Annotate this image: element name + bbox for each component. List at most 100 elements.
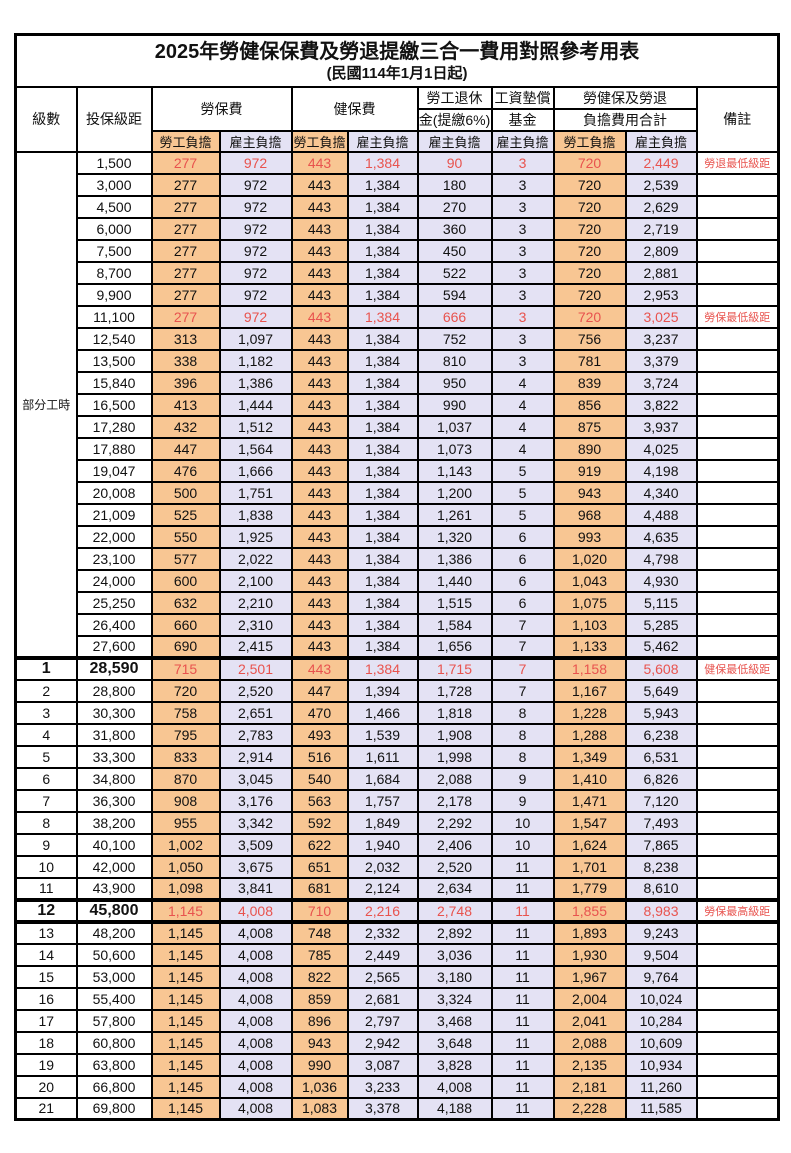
value-cell: 2,539 (624, 172, 698, 197)
value-cell: 1,701 (552, 854, 627, 879)
value-cell: 1,624 (552, 832, 627, 857)
value-cell: 720 (552, 282, 627, 307)
value-cell: 4,008 (218, 942, 293, 967)
value-cell: 1,182 (218, 348, 293, 373)
table-row: 22,000 550 1,925 443 1,384 1,320 6 993 4,635 (16, 524, 780, 549)
bracket-cell: 6,000 (75, 216, 153, 241)
value-cell: 10,284 (624, 1008, 698, 1033)
subheader-pension-employer: 雇主負擔 (416, 129, 493, 153)
value-cell: 11 (490, 986, 555, 1011)
value-cell: 5,285 (624, 612, 698, 637)
value-cell: 1,564 (218, 436, 293, 461)
value-cell: 443 (290, 655, 349, 681)
bracket-cell: 16,500 (75, 392, 153, 417)
value-cell: 1,611 (346, 744, 419, 769)
level-cell: 11 (14, 876, 78, 901)
value-cell: 3 (490, 216, 555, 241)
bracket-cell: 33,300 (75, 744, 153, 769)
value-cell: 432 (150, 414, 221, 439)
value-cell: 1,940 (346, 832, 419, 857)
value-cell: 4 (490, 392, 555, 417)
value-cell: 896 (290, 1008, 349, 1033)
value-cell: 720 (552, 216, 627, 241)
value-cell: 443 (290, 216, 349, 241)
value-cell: 476 (150, 458, 221, 483)
remark-cell (695, 612, 780, 637)
remark-cell (695, 744, 780, 769)
remark-cell (695, 436, 780, 461)
table-row: 11 43,900 1,098 3,841 681 2,124 2,634 11 1,779 8,… (14, 876, 780, 901)
bracket-cell: 42,000 (75, 854, 153, 879)
value-cell: 1,384 (346, 458, 419, 483)
remark-cell (695, 216, 780, 241)
table-row: 6 34,800 870 3,045 540 1,684 2,088 9 1,410 6,826 (14, 766, 780, 791)
table-body: 部分工時 1,500 277 972 443 1,384 90 3 720 2,449 勞退最低級距… (14, 150, 780, 1121)
level-cell: 13 (14, 920, 78, 945)
bracket-cell: 60,800 (75, 1030, 153, 1055)
value-cell: 443 (290, 502, 349, 527)
header-pension-line1: 勞工退休 (416, 85, 493, 110)
value-cell: 1,930 (552, 942, 627, 967)
value-cell: 1,037 (416, 414, 493, 439)
value-cell: 720 (552, 172, 627, 197)
value-cell: 748 (290, 920, 349, 945)
table-row: 4,500 277 972 443 1,384 270 3 720 2,629 (16, 194, 780, 219)
remark-cell (695, 722, 780, 747)
table-row: 3,000 277 972 443 1,384 180 3 720 2,539 (16, 172, 780, 197)
value-cell: 2,004 (552, 986, 627, 1011)
value-cell: 1,384 (346, 370, 419, 395)
value-cell: 9,764 (624, 964, 698, 989)
remark-cell (695, 172, 780, 197)
table-row: 4 31,800 795 2,783 493 1,539 1,908 8 1,288 6,238 (14, 722, 780, 747)
value-cell: 5,649 (624, 678, 698, 703)
level-cell: 21 (14, 1096, 78, 1121)
bracket-cell: 19,047 (75, 458, 153, 483)
value-cell: 2,520 (416, 854, 493, 879)
value-cell: 1,145 (150, 1008, 221, 1033)
value-cell: 720 (552, 150, 627, 175)
remark-cell (695, 590, 780, 615)
value-cell: 1,384 (346, 326, 419, 351)
value-cell: 4,008 (218, 897, 293, 924)
value-cell: 2,216 (346, 897, 419, 924)
value-cell: 8,983 (624, 897, 698, 924)
bracket-cell: 43,900 (75, 876, 153, 901)
remark-cell (695, 282, 780, 307)
value-cell: 2,041 (552, 1008, 627, 1033)
table-row: 21,009 525 1,838 443 1,384 1,261 5 968 4,488 (16, 502, 780, 527)
value-cell: 1,075 (552, 590, 627, 615)
value-cell: 5,462 (624, 634, 698, 659)
subheader-labor-employee: 勞工負擔 (150, 129, 221, 153)
value-cell: 2,914 (218, 744, 293, 769)
value-cell: 2,181 (552, 1074, 627, 1099)
value-cell: 277 (150, 238, 221, 263)
bracket-cell: 12,540 (75, 326, 153, 351)
value-cell: 715 (150, 655, 221, 681)
remark-cell (695, 1052, 780, 1077)
value-cell: 2,449 (624, 150, 698, 175)
value-cell: 1,384 (346, 260, 419, 285)
value-cell: 1,410 (552, 766, 627, 791)
value-cell: 4,008 (218, 1074, 293, 1099)
remark-cell (695, 700, 780, 725)
value-cell: 1,656 (416, 634, 493, 659)
value-cell: 447 (290, 678, 349, 703)
table-row: 21 69,800 1,145 4,008 1,083 3,378 4,188 11 2,228… (14, 1096, 780, 1121)
header-pension-line2: 金(提繳6%) (416, 107, 493, 132)
value-cell: 4,798 (624, 546, 698, 571)
remark-cell (695, 678, 780, 703)
bracket-cell: 22,000 (75, 524, 153, 549)
level-cell: 17 (14, 1008, 78, 1033)
remark-cell (695, 1030, 780, 1055)
bracket-cell: 45,800 (75, 897, 153, 924)
remark-cell: 勞保最高級距 (695, 897, 780, 924)
value-cell: 2,797 (346, 1008, 419, 1033)
value-cell: 3,509 (218, 832, 293, 857)
value-cell: 11 (490, 1030, 555, 1055)
value-cell: 1,145 (150, 1074, 221, 1099)
value-cell: 660 (150, 612, 221, 637)
value-cell: 1,103 (552, 612, 627, 637)
bracket-cell: 34,800 (75, 766, 153, 791)
value-cell: 1,288 (552, 722, 627, 747)
value-cell: 2,634 (416, 876, 493, 901)
